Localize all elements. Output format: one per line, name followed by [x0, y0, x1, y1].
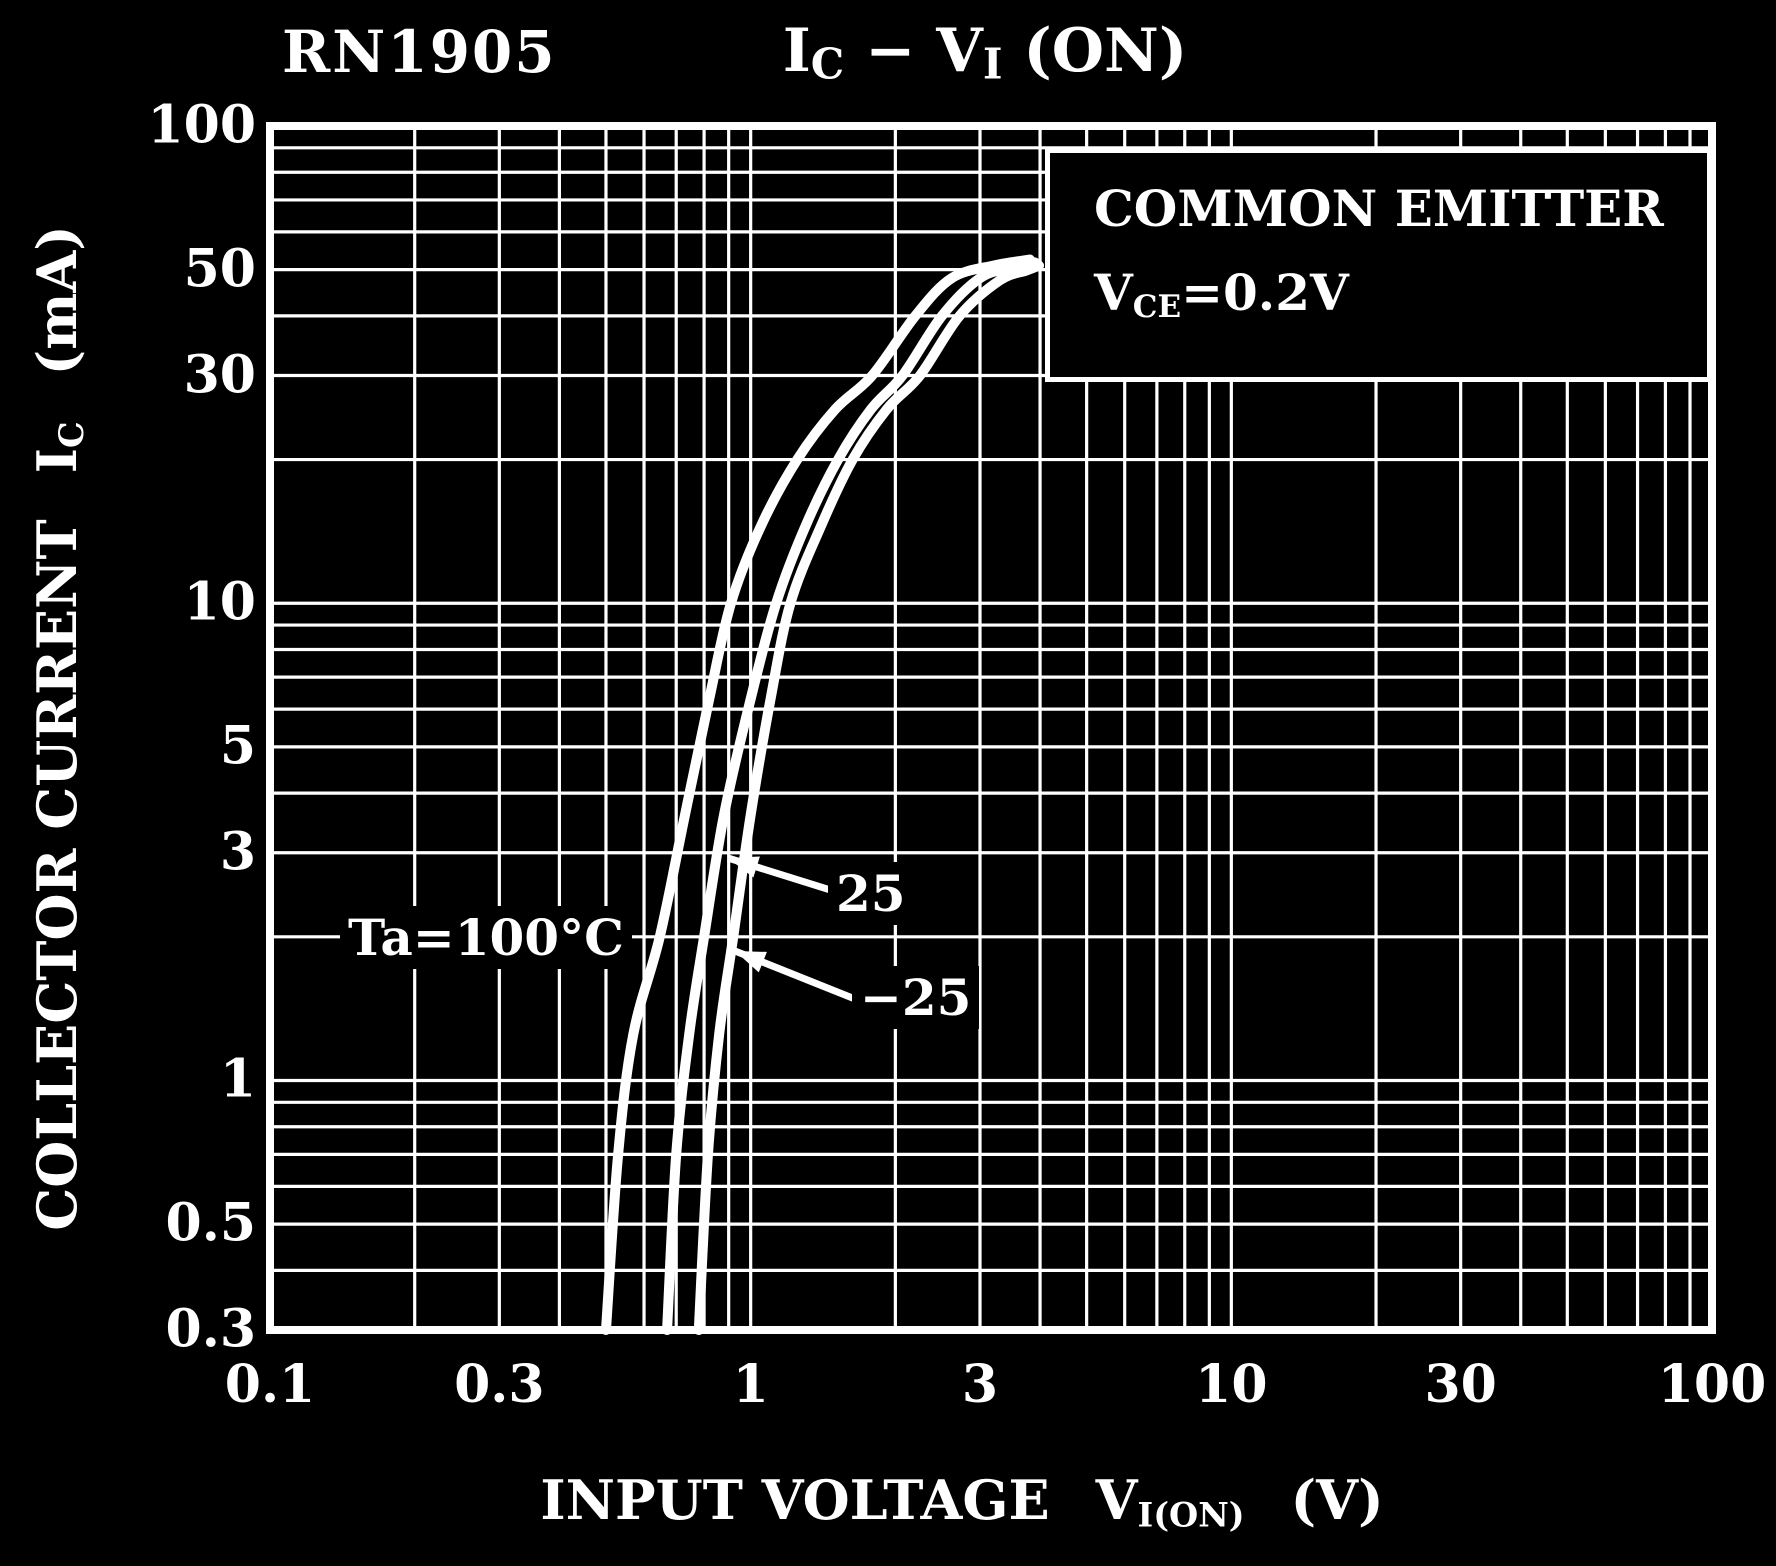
x-tick-label-3: 3 [961, 1354, 999, 1415]
curve-1-25°C [662, 257, 1040, 1335]
y-tick-label-0.3: 0.3 [165, 1298, 256, 1360]
y-tick-label-100: 100 [147, 94, 256, 156]
annotation-arrowhead [728, 856, 760, 878]
x-tick-label-1: 1 [732, 1354, 769, 1415]
curve-2-−25°C [693, 260, 1045, 1335]
x-tick-label-0.3: 0.3 [454, 1354, 545, 1415]
curve-0-Ta=100°C [600, 254, 1035, 1335]
legend-vce-value: =0.2V [1181, 263, 1349, 322]
legend-vce-sub: CE [1132, 288, 1182, 325]
title-ic: I [782, 16, 811, 86]
y-tick-label-50: 50 [183, 237, 256, 299]
x-tick-label-100: 100 [1657, 1354, 1767, 1415]
y-tick-label-30: 30 [183, 343, 256, 405]
x-axis-title-text: INPUT VOLTAGE [540, 1468, 1050, 1532]
plot-border [266, 122, 1716, 1334]
y-tick-label-10: 10 [183, 571, 256, 633]
y-tick-label-5: 5 [219, 715, 256, 777]
x-axis-symbol-sub: I(ON) [1137, 1495, 1245, 1535]
y-tick-label-0.5: 0.5 [165, 1192, 256, 1254]
legend-box: COMMON EMITTER VCE=0.2V [1045, 148, 1712, 382]
legend-vce-v: V [1094, 263, 1133, 322]
y-tick-label-1: 1 [219, 1048, 256, 1110]
chart-title: IC − VI (ON) [783, 16, 1188, 89]
title-dash: − [844, 16, 937, 86]
title-vi-sub: I [982, 39, 1003, 89]
curve-label-minus-25c: −25 [852, 966, 980, 1029]
device-title: RN1905 [282, 18, 557, 86]
x-tick-label-30: 30 [1424, 1354, 1497, 1415]
y-tick-label-3: 3 [219, 821, 256, 883]
title-on: (ON) [1002, 16, 1188, 86]
legend-condition: COMMON EMITTER [1094, 179, 1664, 238]
x-axis-title: INPUT VOLTAGE VI(ON) (V) [540, 1468, 1383, 1534]
x-tick-label-0.1: 0.1 [224, 1354, 316, 1415]
curve-label-ta-100c: Ta=100°C [340, 906, 632, 969]
legend-vce: VCE=0.2V [1094, 263, 1349, 325]
annotation-arrowhead [735, 951, 767, 973]
curve-label-25c: 25 [828, 862, 914, 925]
title-ic-sub: C [810, 39, 845, 89]
x-tick-label-10: 10 [1195, 1354, 1268, 1415]
title-vi: V [936, 16, 983, 86]
x-axis-unit: (V) [1290, 1468, 1384, 1532]
x-axis-symbol: V [1095, 1468, 1138, 1532]
